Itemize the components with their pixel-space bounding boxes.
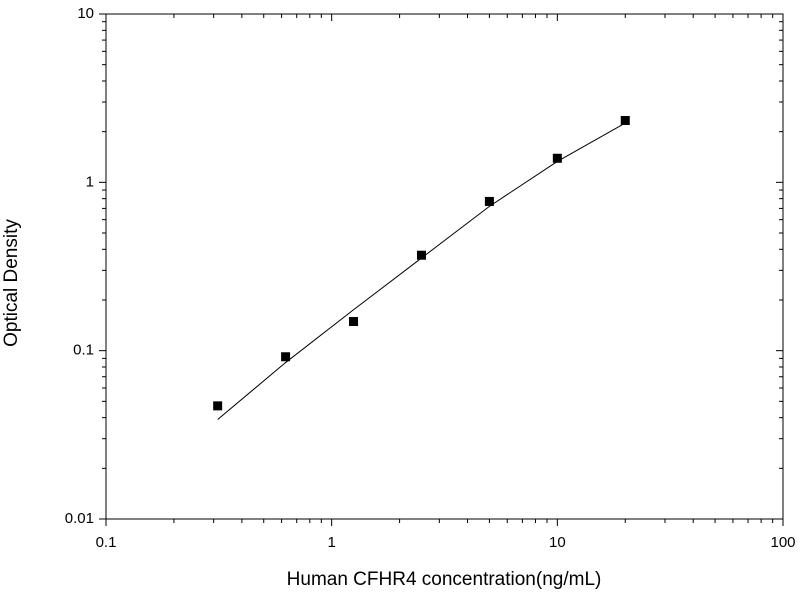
y-axis-title: Optical Density: [1, 219, 22, 347]
data-point: [552, 153, 562, 163]
x-tick-label: 0.1: [96, 534, 117, 551]
plot-frame: [105, 13, 784, 520]
fit-curve: [217, 122, 626, 420]
x-tick-label: 1: [327, 534, 335, 551]
data-point: [213, 401, 223, 411]
data-point: [281, 352, 291, 362]
data-point: [620, 115, 630, 125]
y-tick-label: 10: [77, 5, 94, 22]
data-point: [416, 250, 426, 260]
x-tick-label: 100: [770, 534, 795, 551]
y-tick-label: 0.1: [73, 342, 94, 359]
y-tick-label: 1: [86, 173, 94, 190]
x-tick-label: 10: [549, 534, 566, 551]
data-point: [349, 317, 359, 327]
data-point: [484, 196, 494, 206]
x-axis-title: Human CFHR4 concentration(ng/mL): [287, 569, 602, 590]
y-tick-label: 0.01: [65, 510, 94, 527]
